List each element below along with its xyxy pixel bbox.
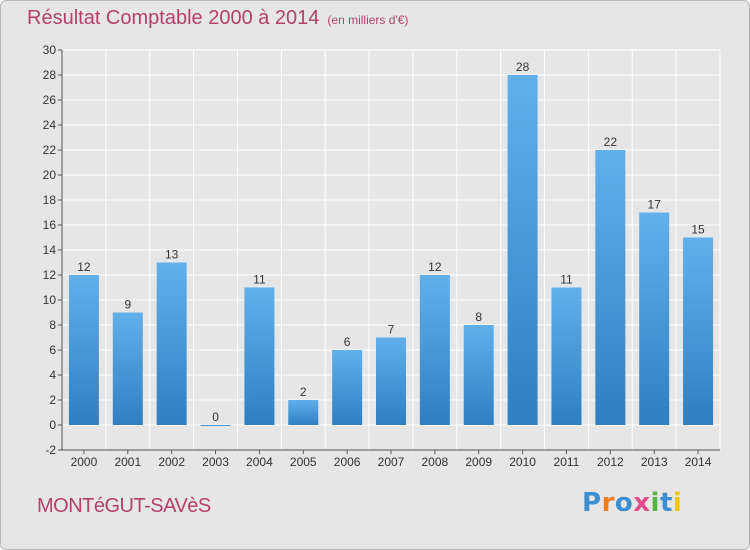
x-tick-label-2009: 2009 <box>465 455 492 469</box>
y-tick-label: 24 <box>43 118 57 132</box>
bar-2010 <box>507 75 538 425</box>
bar-2002 <box>156 262 187 425</box>
logo-letter: P <box>582 488 602 518</box>
bar-2014 <box>683 237 714 425</box>
value-label-2010: 28 <box>516 60 530 74</box>
x-tick-label-2003: 2003 <box>202 455 229 469</box>
logo-letter: t <box>659 488 673 518</box>
x-tick-label-2008: 2008 <box>422 455 449 469</box>
bars <box>68 75 714 426</box>
bar-2007 <box>376 337 406 425</box>
x-tick-label-2013: 2013 <box>641 455 668 469</box>
x-tick-label-2012: 2012 <box>597 455 624 469</box>
value-label-2001: 9 <box>124 298 131 312</box>
chart-title-text: Résultat Comptable 2000 à 2014 <box>27 7 320 29</box>
x-tick-label-2002: 2002 <box>158 455 185 469</box>
y-tick-label: 22 <box>43 143 57 157</box>
value-labels: 12 9 13 0 11 2 6 7 12 8 28 11 22 17 15 <box>77 60 705 424</box>
value-label-2004: 11 <box>253 273 266 287</box>
y-tick-label: 14 <box>43 243 57 257</box>
logo-letter: x <box>633 488 651 518</box>
logo-letter: i <box>650 488 660 518</box>
x-tick-label-2011: 2011 <box>554 455 580 469</box>
bar-2013 <box>639 212 670 425</box>
value-label-2008: 12 <box>428 260 442 274</box>
y-tick-label: 8 <box>49 318 56 332</box>
axes <box>58 49 720 454</box>
x-tick-label-2006: 2006 <box>334 455 361 469</box>
y-tick-label: 20 <box>43 168 57 182</box>
y-tick-label: 4 <box>49 368 56 382</box>
value-label-2011: 11 <box>560 273 573 287</box>
bar-2011 <box>551 287 582 425</box>
x-tick-label-2001: 2001 <box>114 455 141 469</box>
y-tick-label: 0 <box>49 418 56 432</box>
y-tick-label: 30 <box>43 43 57 57</box>
bar-2006 <box>332 350 363 425</box>
logo-letter: o <box>614 488 634 518</box>
bar-2004 <box>244 287 275 425</box>
chart-subtitle: (en milliers d'€) <box>327 13 409 27</box>
y-tick-label: 6 <box>49 343 56 357</box>
y-tick-label: 16 <box>43 218 57 232</box>
value-label-2005: 2 <box>300 385 307 399</box>
y-tick-label: 12 <box>43 268 57 282</box>
value-label-2002: 13 <box>165 248 179 262</box>
y-tick-label: 28 <box>43 68 57 82</box>
y-tick-label: 26 <box>43 93 57 107</box>
y-tick-label: 18 <box>43 193 57 207</box>
x-tick-label-2000: 2000 <box>71 455 98 469</box>
value-label-2012: 22 <box>604 135 618 149</box>
bar-2000 <box>68 275 99 425</box>
y-tick-label: 2 <box>49 393 56 407</box>
bar-2001 <box>112 312 143 425</box>
value-label-2006: 6 <box>344 335 351 349</box>
x-tick-label-2010: 2010 <box>509 455 536 469</box>
bar-2012 <box>595 150 626 425</box>
bar-2005 <box>288 400 319 425</box>
place-name: MONTéGUT-SAVèS <box>37 495 211 517</box>
x-tick-label-2005: 2005 <box>290 455 317 469</box>
logo-letter: i <box>672 488 683 518</box>
y-tick-label: -2 <box>45 443 56 457</box>
value-label-2013: 17 <box>648 198 662 212</box>
x-tick-label-2007: 2007 <box>378 455 405 469</box>
y-tick-label: 10 <box>43 293 57 307</box>
value-label-2000: 12 <box>77 260 91 274</box>
value-label-2007: 7 <box>388 323 395 337</box>
bar-2009 <box>463 325 494 425</box>
value-label-2009: 8 <box>475 310 482 324</box>
value-label-2014: 15 <box>691 223 705 237</box>
value-label-2003: 0 <box>212 410 219 424</box>
proxiti-logo: Proxiti <box>582 488 682 518</box>
bar-2003 <box>200 425 231 426</box>
chart-title: Résultat Comptable 2000 à 2014 (en millie… <box>27 7 408 30</box>
logo-letter: r <box>601 488 615 518</box>
x-tick-label-2004: 2004 <box>246 455 273 469</box>
x-tick-label-2014: 2014 <box>685 455 712 469</box>
bar-2008 <box>419 275 450 425</box>
x-tick-labels: 2000 2001 2002 2003 2004 2005 2006 2007 2008 2009… <box>71 455 712 469</box>
